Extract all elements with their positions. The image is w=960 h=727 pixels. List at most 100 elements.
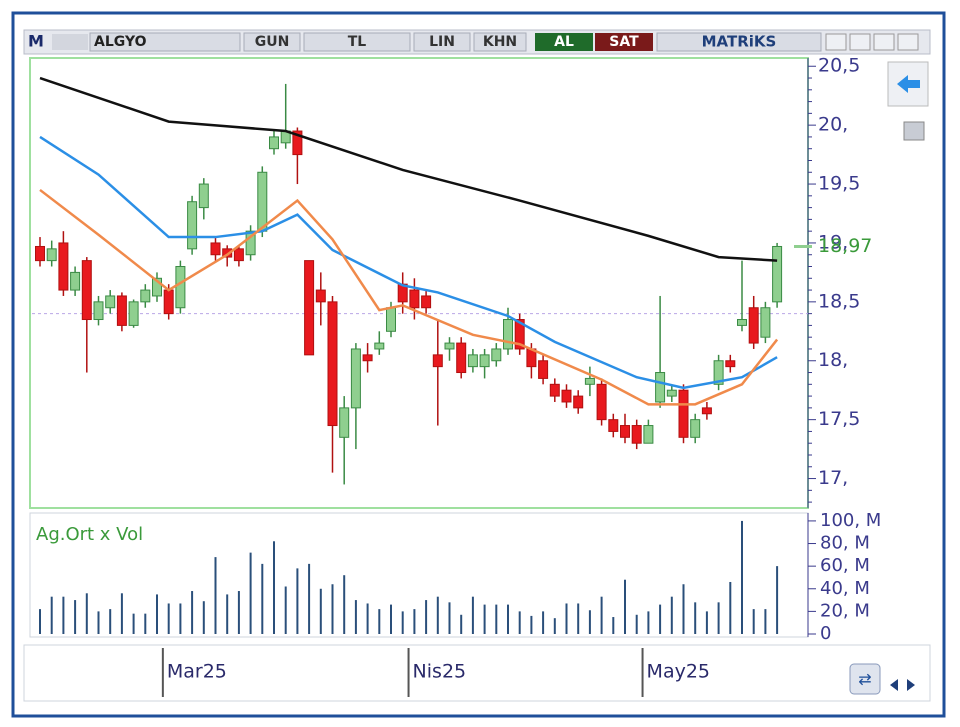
buy-button[interactable] — [535, 33, 593, 51]
sell[interactable]: SAT — [609, 34, 639, 50]
candle-body — [81, 260, 92, 321]
candle-body — [245, 230, 256, 256]
candle-body — [608, 419, 619, 432]
scale[interactable]: LIN — [429, 34, 455, 50]
scale-button[interactable] — [413, 32, 471, 52]
mode-button[interactable] — [473, 32, 527, 52]
candle-body — [339, 407, 350, 438]
candle-body — [514, 319, 525, 350]
refresh-button[interactable] — [849, 663, 881, 695]
period-button[interactable] — [243, 32, 301, 52]
candle-body — [187, 201, 198, 250]
candle-body — [257, 171, 268, 232]
candle-body — [584, 377, 595, 385]
date-bar — [23, 644, 931, 702]
y-tick-label: 17, — [818, 467, 848, 489]
candle-body — [620, 425, 630, 438]
period[interactable]: GUN — [255, 34, 290, 50]
y-tick-label: 20,5 — [818, 55, 860, 77]
brand: MATRiKS — [702, 33, 777, 51]
candle-body — [655, 372, 666, 403]
close-button[interactable] — [897, 33, 919, 51]
candle-body — [198, 183, 209, 209]
candle-body — [549, 383, 560, 397]
x-tick-label: Mar25 — [167, 661, 227, 683]
candle-body — [46, 248, 57, 262]
candle-body — [725, 360, 736, 368]
candle-body — [748, 307, 759, 344]
candle-body — [409, 289, 420, 309]
candle-body — [222, 248, 233, 258]
candle-body — [444, 342, 455, 350]
candle-body — [631, 425, 642, 444]
candle-body — [304, 260, 315, 356]
x-tick-label: Nis25 — [413, 661, 467, 683]
candle-body — [35, 245, 45, 262]
dropdown-button[interactable] — [825, 33, 847, 51]
brand-box — [656, 32, 822, 52]
candle-body — [374, 342, 385, 350]
currency[interactable]: TL — [348, 34, 367, 50]
currency-button[interactable] — [303, 32, 411, 52]
candle-body — [175, 266, 186, 309]
volume-tick-label: 80, M — [820, 533, 870, 554]
candle-body — [643, 425, 654, 444]
refresh-icon: ⇄ — [858, 670, 871, 689]
candle-body — [678, 389, 689, 438]
scroll-arrows[interactable] — [890, 679, 915, 691]
volume-panel — [29, 512, 809, 638]
candle-body — [292, 130, 303, 156]
candle-body — [479, 354, 490, 368]
candle-body — [140, 289, 151, 303]
candle-body — [561, 389, 572, 403]
candle-body — [350, 348, 361, 409]
volume-tick-label: 100, M — [820, 510, 881, 531]
volume-tick-label: 40, M — [820, 578, 870, 599]
mode[interactable]: KHN — [483, 34, 517, 50]
candle-body — [713, 360, 724, 385]
y-tick-label: 18, — [818, 349, 848, 371]
candle-body — [737, 319, 747, 326]
minimize-button[interactable] — [849, 33, 871, 51]
candle-body — [210, 242, 221, 256]
buy[interactable]: AL — [554, 34, 574, 50]
candle-body — [538, 360, 549, 379]
candle-body — [666, 389, 677, 397]
candle-body — [467, 354, 478, 368]
candle-body — [421, 295, 432, 309]
candle-body — [116, 295, 127, 326]
candle-body — [163, 289, 174, 315]
candle-body — [58, 242, 69, 291]
candle-body — [491, 348, 502, 362]
volume-tick-label: 0 — [820, 623, 831, 644]
volume-tick-label: 20, M — [820, 600, 870, 621]
candle-body — [386, 307, 396, 332]
y-tick-label: 19,5 — [818, 173, 860, 195]
candle-body — [596, 383, 607, 421]
candle-body — [315, 289, 326, 303]
y-tick-label: 18,5 — [818, 290, 860, 312]
price-panel — [29, 57, 809, 509]
moving-average — [39, 76, 778, 262]
candle-body — [573, 395, 584, 409]
moving-average — [39, 188, 779, 406]
symbol-box[interactable] — [89, 32, 241, 52]
candle-body — [690, 419, 701, 438]
candle-body — [362, 354, 373, 362]
y-tick-label: 19, — [818, 231, 848, 253]
candle-body — [105, 295, 116, 309]
symbol[interactable]: ALGYO — [94, 34, 147, 50]
panel-button[interactable] — [903, 121, 925, 141]
back-arrow — [897, 75, 920, 93]
candle-body — [432, 354, 443, 368]
last-price-label: 18,97 — [818, 235, 872, 257]
candle-body — [503, 319, 513, 350]
candle-body — [152, 277, 162, 297]
candle-body — [269, 136, 279, 150]
maximize-button[interactable] — [873, 33, 895, 51]
candle-body — [128, 301, 139, 326]
sell-button[interactable] — [595, 33, 653, 51]
logo: M — [28, 32, 44, 51]
